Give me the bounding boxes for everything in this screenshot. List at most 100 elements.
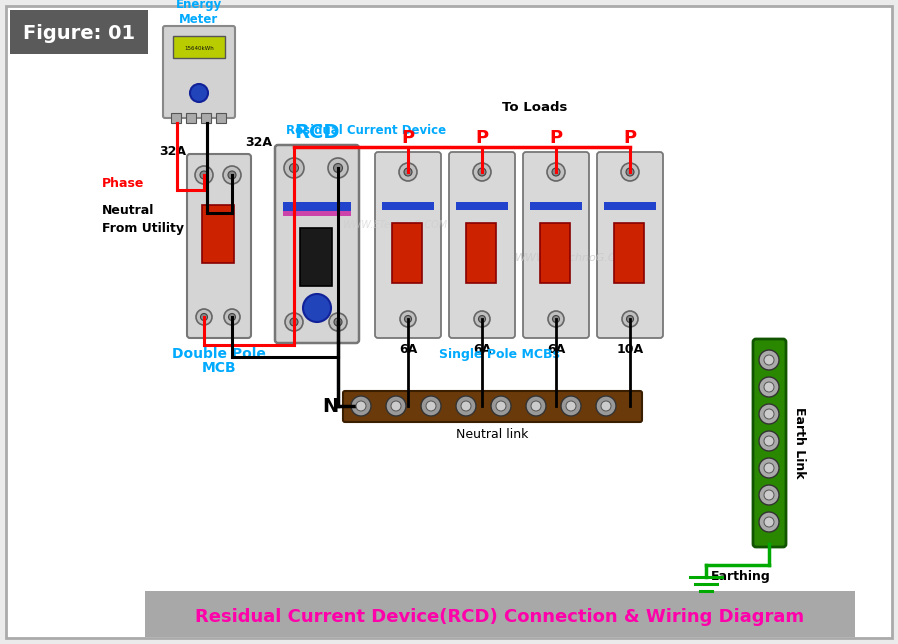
- Circle shape: [759, 377, 779, 397]
- Bar: [392, 223, 422, 283]
- Bar: [604, 202, 656, 210]
- Circle shape: [228, 314, 235, 321]
- Circle shape: [351, 396, 371, 416]
- Text: MCB: MCB: [202, 361, 236, 375]
- Circle shape: [764, 436, 774, 446]
- Circle shape: [531, 401, 541, 411]
- Circle shape: [547, 163, 565, 181]
- FancyBboxPatch shape: [375, 152, 441, 338]
- Text: 10A: 10A: [616, 343, 644, 356]
- Circle shape: [285, 313, 303, 331]
- Circle shape: [764, 382, 774, 392]
- Circle shape: [223, 166, 241, 184]
- Text: Earthing: Earthing: [711, 570, 770, 583]
- Circle shape: [426, 401, 436, 411]
- Circle shape: [479, 316, 486, 323]
- Circle shape: [228, 171, 236, 179]
- Circle shape: [526, 396, 546, 416]
- Bar: [186, 113, 196, 123]
- Circle shape: [474, 311, 490, 327]
- Bar: [145, 591, 855, 637]
- Text: Double Pole: Double Pole: [172, 347, 266, 361]
- Text: 6A: 6A: [473, 343, 491, 356]
- Bar: [201, 113, 211, 123]
- FancyBboxPatch shape: [523, 152, 589, 338]
- Bar: [216, 113, 226, 123]
- Circle shape: [601, 401, 611, 411]
- Circle shape: [764, 490, 774, 500]
- Circle shape: [356, 401, 366, 411]
- Circle shape: [328, 158, 348, 178]
- Bar: [300, 228, 332, 286]
- Text: P: P: [401, 129, 415, 147]
- Circle shape: [473, 163, 491, 181]
- Circle shape: [284, 158, 304, 178]
- Text: Neutral link: Neutral link: [456, 428, 528, 441]
- Circle shape: [391, 401, 401, 411]
- Bar: [173, 36, 225, 58]
- Circle shape: [759, 458, 779, 478]
- Circle shape: [224, 309, 240, 325]
- Text: Neutral: Neutral: [102, 204, 154, 216]
- Circle shape: [399, 163, 417, 181]
- Circle shape: [404, 316, 411, 323]
- Text: To Loads: To Loads: [502, 100, 568, 113]
- FancyBboxPatch shape: [343, 391, 642, 422]
- Circle shape: [400, 311, 416, 327]
- Circle shape: [196, 309, 212, 325]
- Circle shape: [195, 166, 213, 184]
- Bar: [540, 223, 570, 283]
- Circle shape: [759, 485, 779, 505]
- FancyBboxPatch shape: [597, 152, 663, 338]
- Circle shape: [759, 512, 779, 532]
- Text: Phase: Phase: [102, 176, 145, 189]
- Circle shape: [626, 168, 634, 176]
- Circle shape: [404, 168, 412, 176]
- Bar: [171, 113, 181, 123]
- Text: Residual Current Device: Residual Current Device: [286, 124, 446, 137]
- Circle shape: [759, 431, 779, 451]
- Circle shape: [289, 164, 298, 173]
- Text: 32A: 32A: [245, 135, 272, 149]
- FancyBboxPatch shape: [187, 154, 251, 338]
- Bar: [466, 223, 496, 283]
- Text: Residual Current Device(RCD) Connection & Wiring Diagram: Residual Current Device(RCD) Connection …: [196, 608, 805, 626]
- Circle shape: [334, 318, 342, 326]
- Bar: [283, 202, 351, 211]
- Circle shape: [478, 168, 486, 176]
- Text: Figure: 01: Figure: 01: [23, 23, 135, 43]
- Bar: [283, 211, 351, 216]
- Text: 32A: 32A: [159, 144, 186, 158]
- Circle shape: [290, 318, 298, 326]
- FancyBboxPatch shape: [163, 26, 235, 118]
- Text: P: P: [475, 129, 489, 147]
- Text: 6A: 6A: [399, 343, 418, 356]
- Circle shape: [621, 163, 639, 181]
- FancyBboxPatch shape: [6, 6, 892, 638]
- Bar: [382, 202, 434, 210]
- Text: WWW.ETechnoG.COM: WWW.ETechnoG.COM: [515, 253, 635, 263]
- Circle shape: [548, 311, 564, 327]
- Circle shape: [303, 294, 331, 322]
- Text: N: N: [322, 397, 339, 415]
- Text: From Utility: From Utility: [102, 222, 184, 234]
- Circle shape: [456, 396, 476, 416]
- Circle shape: [200, 171, 208, 179]
- Circle shape: [566, 401, 576, 411]
- FancyBboxPatch shape: [753, 339, 786, 547]
- Circle shape: [386, 396, 406, 416]
- Circle shape: [759, 404, 779, 424]
- FancyBboxPatch shape: [449, 152, 515, 338]
- Circle shape: [764, 355, 774, 365]
- Text: 15640kWh: 15640kWh: [184, 46, 214, 50]
- Text: 6A: 6A: [547, 343, 565, 356]
- Circle shape: [552, 316, 559, 323]
- Circle shape: [461, 401, 471, 411]
- Circle shape: [333, 164, 342, 173]
- Text: WWW.ETechnoG.COM: WWW.ETechnoG.COM: [342, 220, 447, 230]
- Text: P: P: [550, 129, 562, 147]
- Circle shape: [329, 313, 347, 331]
- Circle shape: [764, 463, 774, 473]
- Circle shape: [764, 409, 774, 419]
- Circle shape: [622, 311, 638, 327]
